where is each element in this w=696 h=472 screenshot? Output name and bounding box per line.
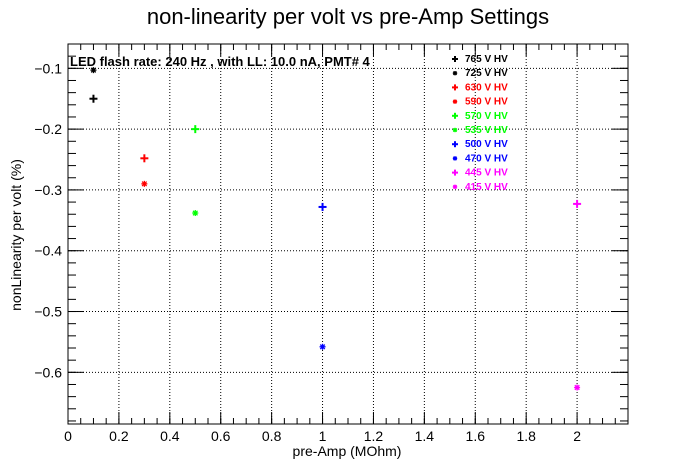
legend-entry: 570 V HV [452,111,508,122]
legend-marker [452,169,458,176]
data-point-1-0 [90,67,97,74]
legend-marker [452,184,458,189]
y-axis-label: nonLinearity per volt (%) [8,159,24,311]
y-tick-label: −0.4 [34,243,62,259]
data-points [89,67,582,391]
y-tick-label: −0.2 [34,121,62,137]
legend-entry: 765 V HV [452,54,508,65]
y-tick-label: −0.6 [34,364,62,380]
x-tick-label: 0 [64,428,72,444]
legend-entry: 415 V HV [452,182,508,193]
legend-marker [452,56,458,62]
axis-tick-labels: 0 0.2 0.4 0.6 0.8 1 1.2 1.4 1.6 1.8 2 −0.1 −0.2 −0.3 −… [34,60,581,444]
data-point-6-0 [318,202,327,211]
y-tick-label: −0.3 [34,182,62,198]
x-tick-label: 1.2 [364,428,384,444]
legend-entry: 630 V HV [452,82,508,93]
legend-label: 725 V HV [465,68,508,79]
legend-label: 535 V HV [465,125,508,136]
x-tick-label: 0.6 [211,428,231,444]
x-tick-label: 2 [573,428,581,444]
data-point-7-0 [319,343,326,350]
legend-label: 570 V HV [465,111,508,122]
legend-marker [452,84,458,91]
y-tick-label: −0.5 [34,304,62,320]
chart-title: non-linearity per volt vs pre-Amp Settin… [147,4,549,29]
plot-frame [67,43,629,425]
legend-entry: 470 V HV [452,153,508,164]
x-tick-label: 0.4 [160,428,180,444]
x-axis-label: pre-Amp (MOhm) [293,443,402,459]
legend-label: 590 V HV [465,97,508,108]
data-point-9-0 [574,384,581,391]
data-point-8-0 [573,199,582,208]
data-point-2-0 [140,154,149,163]
data-point-5-0 [192,210,199,217]
y-tick-label: −0.1 [34,60,62,76]
legend-label: 445 V HV [465,168,508,179]
legend-label: 500 V HV [465,139,508,150]
legend-marker [452,127,458,133]
x-tick-label: 1.8 [516,428,536,444]
data-point-4-0 [191,125,200,134]
legend-marker [452,71,458,76]
legend-entry: 445 V HV [452,168,508,179]
legend: 765 V HV 725 V HV 630 V HV 590 V HV 570 V HV… [452,54,508,193]
x-tick-label: 1.4 [415,428,435,444]
legend-entry: 590 V HV [452,97,508,108]
x-tick-label: 0.8 [262,428,282,444]
x-tick-label: 1.6 [466,428,486,444]
legend-label: 470 V HV [465,153,508,164]
chart-annotation: LED flash rate: 240 Hz , with LL: 10.0 n… [70,54,371,69]
x-tick-label: 0.2 [109,428,129,444]
x-tick-label: 1 [319,428,327,444]
legend-marker [452,141,458,148]
data-point-3-0 [141,180,148,187]
data-point-0-0 [89,94,98,103]
legend-label: 765 V HV [465,54,508,65]
legend-marker [452,99,458,104]
legend-entry: 535 V HV [452,125,508,136]
legend-marker [452,112,458,119]
axis-ticks [67,43,629,424]
legend-label: 415 V HV [465,182,508,193]
legend-entry: 725 V HV [452,68,508,79]
legend-marker [452,156,458,161]
legend-entry: 500 V HV [452,139,508,150]
legend-label: 630 V HV [465,82,508,93]
grid-lines [68,44,628,424]
